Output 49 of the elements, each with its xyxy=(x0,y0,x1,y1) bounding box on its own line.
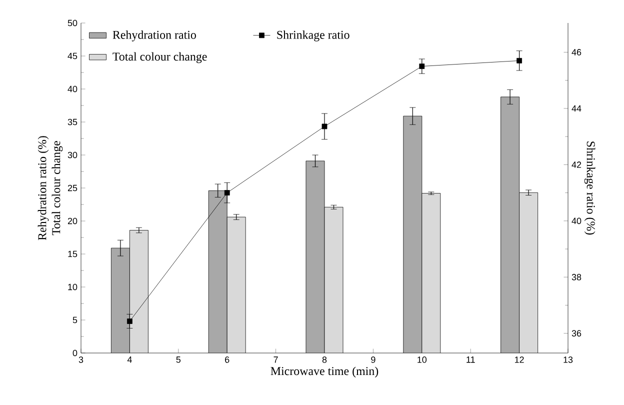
y-tick-label: 35 xyxy=(68,118,78,126)
y2-axis-title: Shrinkage ratio (%) xyxy=(584,142,596,235)
x-tick-label: 3 xyxy=(78,356,84,363)
y-tick-label: 5 xyxy=(72,316,78,324)
x-tick-label: 5 xyxy=(176,356,181,363)
y2-tick-label: 40 xyxy=(572,218,582,224)
x-tick-label: 10 xyxy=(418,356,427,363)
point xyxy=(419,64,425,69)
y-tick-label: 30 xyxy=(68,152,78,158)
point xyxy=(322,124,328,130)
legend-label: Shrinkage ratio xyxy=(277,30,350,42)
point xyxy=(127,318,132,324)
x-tick-label: 13 xyxy=(564,356,573,363)
y-axis-title: Rehydration ratio (%) Total colour change xyxy=(38,136,63,240)
bar xyxy=(519,192,538,353)
legend-label: Rehydration ratio xyxy=(112,30,196,42)
y-tick-label: 10 xyxy=(68,284,78,290)
bar xyxy=(111,248,130,353)
x-axis-title: Microwave time (min) xyxy=(270,366,378,378)
x-tick-label: 12 xyxy=(515,356,524,363)
y-tick-label: 25 xyxy=(68,184,78,192)
y-tick-label: 50 xyxy=(68,20,78,26)
x-tick-label: 8 xyxy=(322,356,327,363)
bar xyxy=(227,217,246,353)
bar xyxy=(422,193,440,353)
y-tick-label: 20 xyxy=(68,218,78,224)
y2-tick-label: 46 xyxy=(572,49,582,56)
y2-tick-label: 44 xyxy=(572,105,582,112)
x-tick-label: 11 xyxy=(466,356,475,363)
x-tick-label: 4 xyxy=(127,356,132,363)
point xyxy=(516,58,522,64)
y2-tick-label: 42 xyxy=(572,162,582,168)
bar xyxy=(208,190,228,353)
y-tick-label: 40 xyxy=(68,86,78,92)
bar xyxy=(130,230,148,353)
y2-tick-label: 38 xyxy=(572,274,582,280)
bar xyxy=(500,96,520,353)
bar xyxy=(324,207,344,353)
point xyxy=(224,190,230,196)
y-tick-label: 0 xyxy=(72,350,78,356)
y-tick-label: 45 xyxy=(68,52,78,60)
y-tick-label: 15 xyxy=(68,250,78,258)
bar xyxy=(403,116,422,353)
bar xyxy=(306,160,325,353)
y2-tick-label: 36 xyxy=(572,330,582,337)
legend-label: Total colour change xyxy=(112,52,207,64)
x-tick-label: 7 xyxy=(274,356,278,363)
x-tick-label: 6 xyxy=(225,356,230,363)
x-tick-label: 9 xyxy=(371,356,376,363)
